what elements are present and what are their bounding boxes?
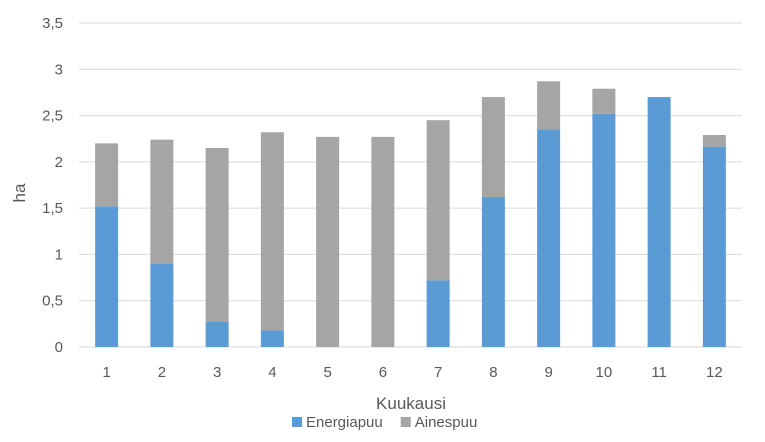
bar-ainespuu-3	[205, 147, 229, 323]
x-tick-label: 10	[596, 364, 613, 381]
y-tick-label: 0	[55, 339, 63, 356]
legend: Energiapuu Ainespuu	[292, 414, 477, 431]
bar-ainespuu-2	[150, 139, 174, 264]
bar-ainespuu-6	[371, 136, 395, 347]
bar-energiapuu-8	[481, 197, 505, 347]
bar-energiapuu-4	[260, 330, 284, 347]
legend-swatch	[292, 417, 302, 427]
bar-energiapuu-12	[702, 147, 726, 347]
legend-swatch	[400, 417, 411, 427]
y-tick-label: 1	[55, 246, 63, 263]
bar-ainespuu-1	[95, 143, 119, 207]
x-axis-title: Kuukausi	[376, 394, 446, 413]
y-tick-label: 0,5	[42, 293, 63, 310]
bar-energiapuu-7	[426, 280, 450, 347]
gridlines	[79, 22, 742, 348]
y-tick-label: 3	[55, 61, 63, 78]
bar-energiapuu-11	[647, 97, 671, 347]
x-tick-label: 1	[102, 364, 110, 381]
x-tick-label: 5	[323, 364, 331, 381]
bar-ainespuu-12	[702, 135, 726, 148]
x-tick-label: 4	[268, 364, 276, 381]
legend-label: Energiapuu	[306, 414, 383, 431]
bar-energiapuu-10	[592, 113, 616, 347]
y-tick-label: 2,5	[42, 108, 63, 125]
x-tick-label: 6	[379, 364, 387, 381]
y-axis-title: ha	[10, 183, 29, 202]
y-tick-labels: 0 0,5 1 1,5 2 2,5 3 3,5	[42, 15, 63, 356]
bar-energiapuu-2	[150, 263, 174, 347]
bar-ainespuu-10	[592, 88, 616, 114]
bar-ainespuu-4	[260, 132, 284, 331]
x-tick-label: 2	[158, 364, 166, 381]
bar-energiapuu-1	[95, 206, 119, 347]
x-tick-labels: 1 2 3 4 5 6 7 8 9 10 11 12	[102, 364, 722, 381]
bar-energiapuu-3	[205, 322, 229, 347]
y-tick-label: 2	[55, 154, 63, 171]
bars	[95, 81, 726, 347]
bar-ainespuu-9	[537, 81, 561, 130]
bar-ainespuu-5	[316, 136, 340, 347]
x-tick-label: 11	[651, 364, 667, 381]
legend-label: Ainespuu	[415, 414, 478, 431]
x-tick-label: 7	[434, 364, 442, 381]
bar-ainespuu-8	[481, 97, 505, 198]
y-tick-label: 1,5	[42, 200, 63, 217]
x-tick-label: 12	[706, 364, 723, 381]
bar-energiapuu-9	[537, 129, 561, 347]
x-tick-label: 9	[544, 364, 552, 381]
x-tick-label: 8	[489, 364, 497, 381]
x-tick-label: 3	[213, 364, 221, 381]
y-tick-label: 3,5	[42, 15, 63, 32]
bar-ainespuu-7	[426, 120, 450, 281]
